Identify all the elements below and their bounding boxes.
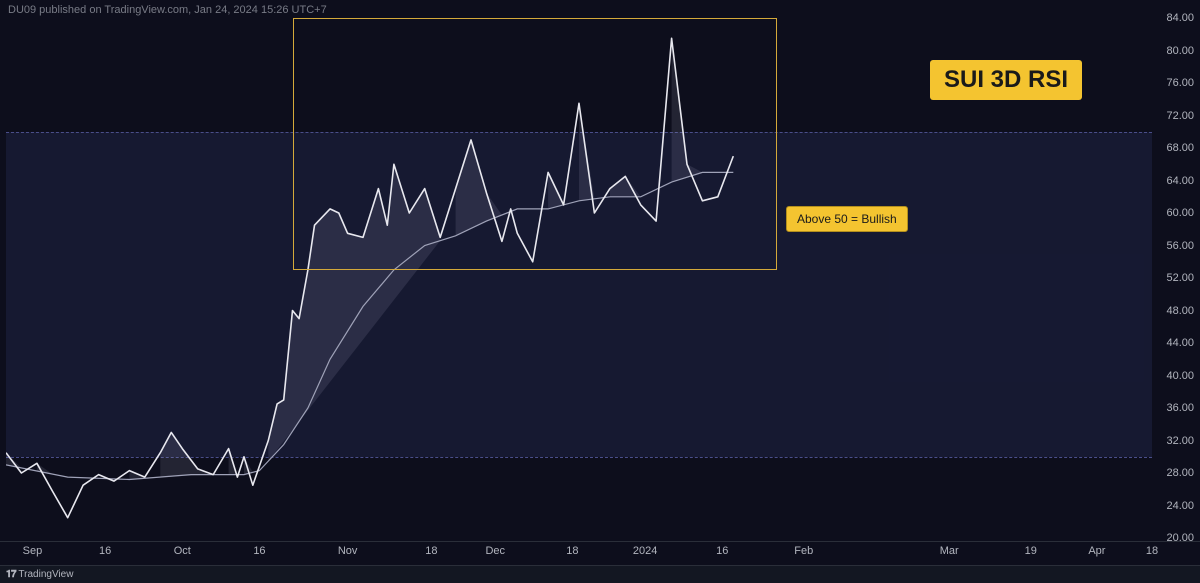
y-tick-label: 52.00: [1166, 272, 1194, 284]
y-tick-label: 76.00: [1166, 77, 1194, 89]
x-tick-label: Apr: [1088, 545, 1105, 557]
annotation-badge: Above 50 = Bullish: [786, 206, 908, 232]
y-tick-label: 56.00: [1166, 240, 1194, 252]
y-tick-label: 72.00: [1166, 110, 1194, 122]
footer-brand-text: TradingView: [18, 569, 73, 580]
y-tick-label: 68.00: [1166, 142, 1194, 154]
footer-bar: 𝟏𝟕 TradingView: [0, 565, 1200, 583]
x-tick-label: 2024: [633, 545, 657, 557]
highlight-rectangle: [293, 18, 778, 270]
y-tick-label: 48.00: [1166, 305, 1194, 317]
x-tick-label: Oct: [174, 545, 191, 557]
x-tick-label: 16: [99, 545, 111, 557]
x-tick-label: 18: [566, 545, 578, 557]
chart-title-text: SUI 3D RSI: [944, 66, 1068, 93]
y-tick-label: 36.00: [1166, 402, 1194, 414]
y-tick-label: 20.00: [1166, 532, 1194, 544]
chart-title-badge: SUI 3D RSI: [930, 60, 1082, 100]
y-tick-label: 80.00: [1166, 45, 1194, 57]
publisher-info: DU09 published on TradingView.com, Jan 2…: [8, 4, 327, 16]
x-tick-label: 18: [1146, 545, 1158, 557]
chart-container: DU09 published on TradingView.com, Jan 2…: [0, 0, 1200, 583]
y-tick-label: 32.00: [1166, 435, 1194, 447]
x-tick-label: Nov: [338, 545, 358, 557]
y-tick-label: 24.00: [1166, 500, 1194, 512]
x-tick-label: Mar: [940, 545, 959, 557]
y-tick-label: 64.00: [1166, 175, 1194, 187]
x-axis: Sep16Oct16Nov18Dec18202416FebMar19Apr18: [6, 541, 1152, 565]
tradingview-logo-icon: 𝟏𝟕: [6, 569, 18, 580]
y-tick-label: 28.00: [1166, 467, 1194, 479]
x-axis-line: [0, 541, 1200, 542]
y-tick-label: 40.00: [1166, 370, 1194, 382]
x-tick-label: 19: [1025, 545, 1037, 557]
y-tick-label: 84.00: [1166, 12, 1194, 24]
y-axis: 20.0024.0028.0032.0036.0040.0044.0048.00…: [1152, 18, 1200, 538]
x-tick-label: Feb: [794, 545, 813, 557]
annotation-text: Above 50 = Bullish: [797, 212, 897, 226]
y-tick-label: 60.00: [1166, 207, 1194, 219]
y-tick-label: 44.00: [1166, 337, 1194, 349]
x-tick-label: Sep: [23, 545, 43, 557]
x-tick-label: Dec: [485, 545, 505, 557]
x-tick-label: 16: [716, 545, 728, 557]
x-tick-label: 18: [425, 545, 437, 557]
x-tick-label: 16: [253, 545, 265, 557]
